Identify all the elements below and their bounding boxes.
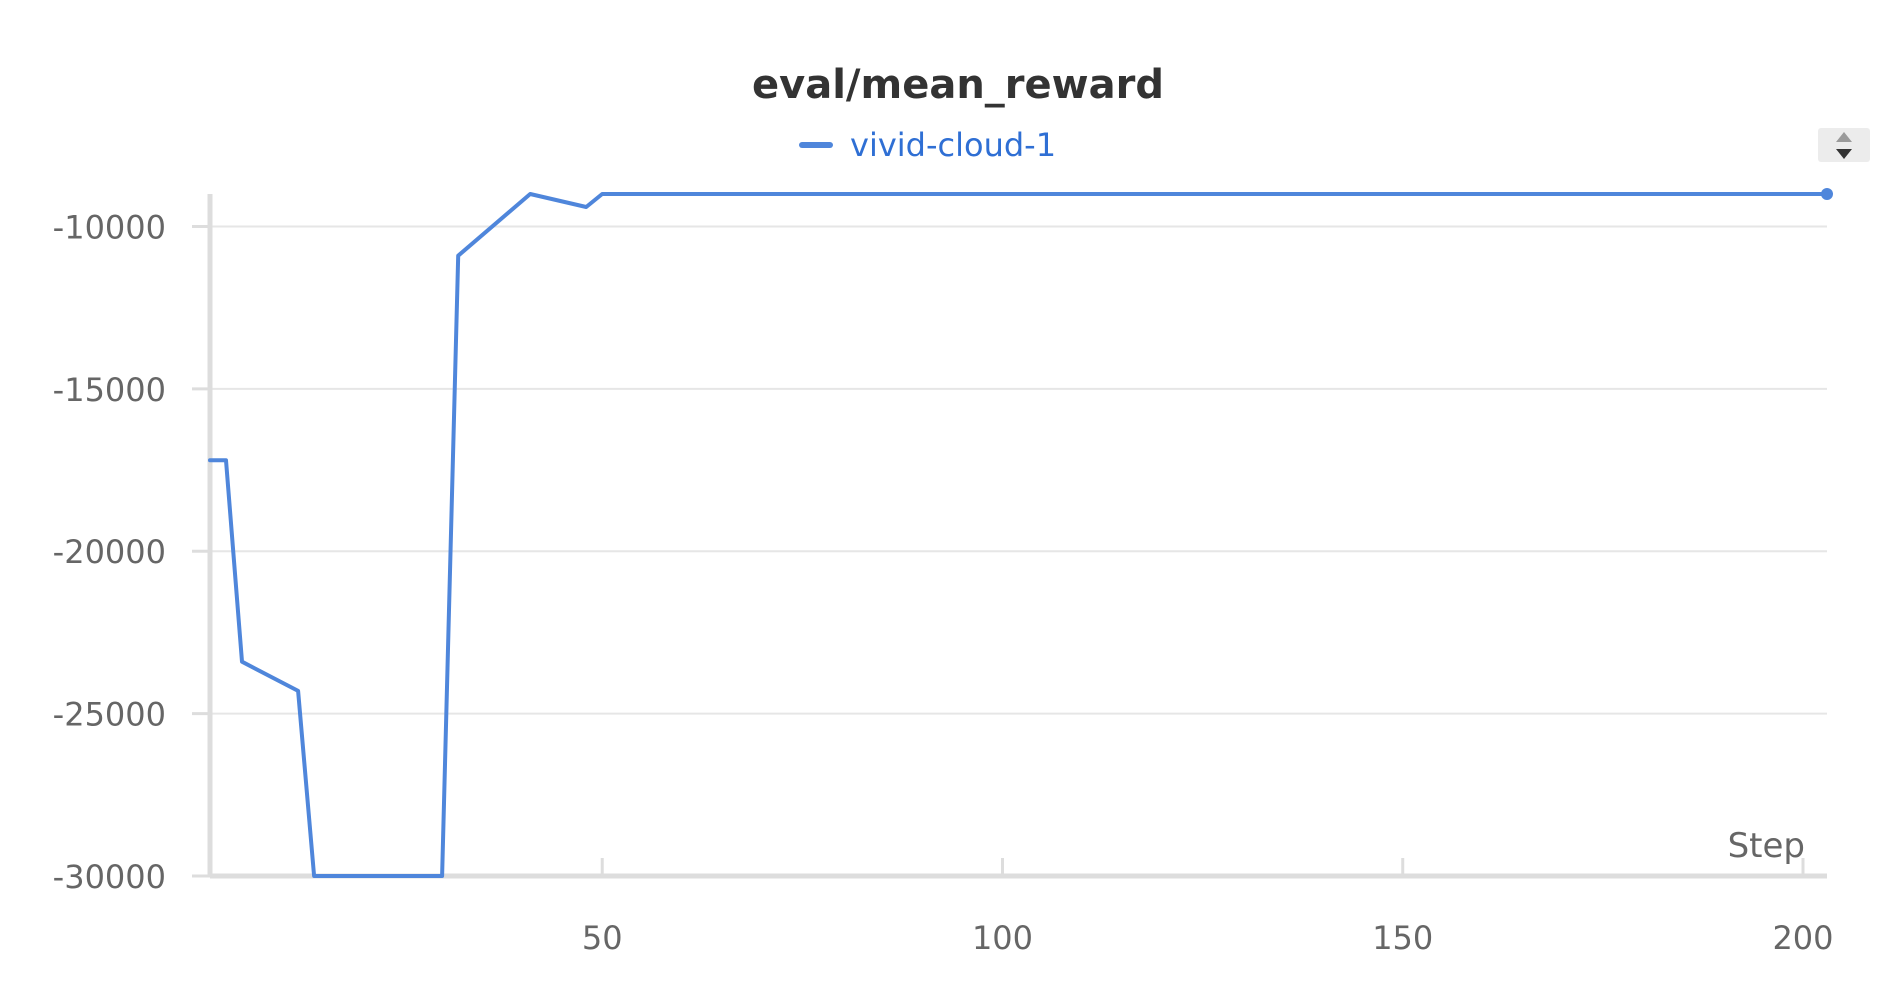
x-tick-label: 50 [582, 919, 623, 957]
legend[interactable]: vivid-cloud-1 [799, 126, 1056, 164]
chart-title: eval/mean_reward [752, 62, 1164, 108]
x-tick-label: 200 [1772, 919, 1833, 957]
y-ticks: -30000 -25000 -20000 -15000 -10000 [53, 208, 210, 896]
x-tick-label: 100 [972, 919, 1033, 957]
gridlines [210, 225, 1827, 715]
y-tick-label: -15000 [53, 371, 166, 409]
x-ticks: 50 100 150 200 [582, 858, 1834, 957]
y-tick-label: -25000 [53, 696, 166, 734]
y-tick-label: -20000 [53, 533, 166, 571]
series-layer [208, 188, 1833, 878]
axes [207, 194, 1827, 879]
x-tick-label: 150 [1372, 919, 1433, 957]
y-tick-label: -10000 [53, 208, 166, 246]
legend-label: vivid-cloud-1 [850, 126, 1056, 164]
y-tick-label: -30000 [53, 858, 166, 896]
series-line [208, 192, 1829, 878]
sort-updown-icon[interactable] [1818, 128, 1870, 162]
series-end-point [1821, 188, 1833, 200]
x-axis-label: Step [1728, 826, 1805, 866]
